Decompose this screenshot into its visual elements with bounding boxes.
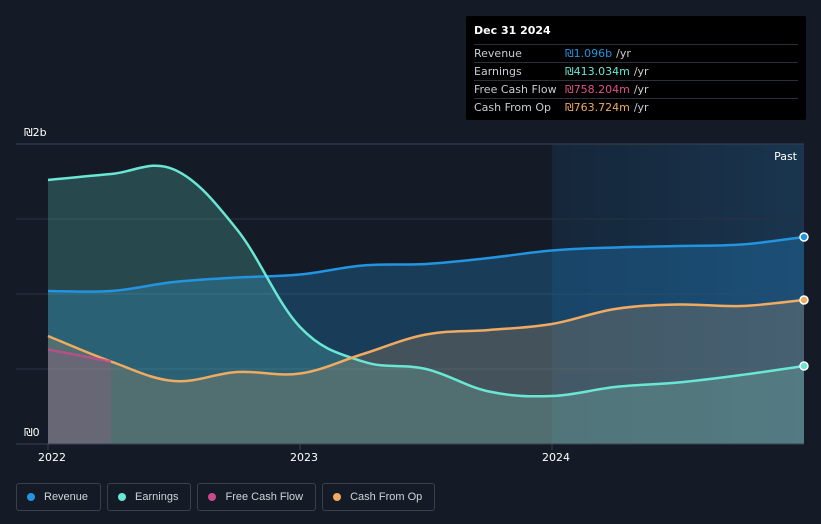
legend-label: Revenue [44,491,89,503]
legend-item-free-cash-flow[interactable]: Free Cash Flow [197,483,317,511]
x-tick-label: 2023 [290,451,318,464]
cash-from-op-dot-icon [333,493,342,501]
y-axis-max-label: ₪2b [24,126,47,139]
tooltip-row-free-cash-flow: Free Cash Flow ₪758.204m /yr [474,80,798,98]
cash-from-op-line [47,298,805,383]
tooltip-value: ₪763.724m [565,101,630,114]
earnings-line [47,164,805,398]
cash-from-op-area [48,300,804,444]
past-label: Past [774,150,798,163]
tooltip-row-earnings: Earnings ₪413.034m /yr [474,62,798,80]
free-cash-flow-line [47,348,112,363]
free-cash-flow-area [48,349,111,444]
earnings-area [48,165,804,444]
cash-from-op-end-point [799,295,809,305]
tooltip-label: Free Cash Flow [474,83,557,96]
tooltip-value: ₪1.096b [565,47,613,60]
tooltip-unit: /yr [616,47,631,60]
revenue-dot-icon [27,493,35,501]
x-tick-label: 2024 [542,451,570,464]
tooltip-value: ₪413.034m [565,65,630,78]
legend-label: Free Cash Flow [225,491,304,503]
revenue-area [48,237,804,444]
x-tick-label: 2022 [38,451,66,464]
free-cash-flow-dot-icon [208,493,217,501]
tooltip-value: ₪758.204m [565,83,630,96]
legend-item-cash-from-op[interactable]: Cash From Op [322,483,436,511]
tooltip-unit: /yr [633,65,649,78]
tooltip-unit: /yr [633,101,649,114]
tooltip-row-revenue: Revenue ₪1.096b /yr [474,44,798,62]
tooltip-unit: /yr [633,83,649,96]
legend-label: Cash From Op [350,491,423,503]
revenue-line [47,235,805,293]
tooltip-date: Dec 31 2024 [474,24,551,37]
earnings-end-point [799,361,809,371]
y-axis-min-label: ₪0 [24,426,40,439]
tooltip-row-cash-from-op: Cash From Op ₪763.724m /yr [474,98,798,116]
revenue-end-point [799,232,809,242]
legend-label: Earnings [135,491,179,503]
tooltip-label: Revenue [474,47,522,60]
tooltip: Dec 31 2024 Revenue ₪1.096b /yr Earnings… [466,16,806,120]
legend-item-earnings[interactable]: Earnings [107,483,192,511]
tooltip-label: Earnings [474,65,522,78]
earnings-dot-icon [118,493,127,501]
tooltip-label: Cash From Op [474,101,552,114]
legend-item-revenue[interactable]: Revenue [16,483,102,511]
legend: Revenue Earnings Free Cash Flow Cash Fro… [16,483,436,511]
